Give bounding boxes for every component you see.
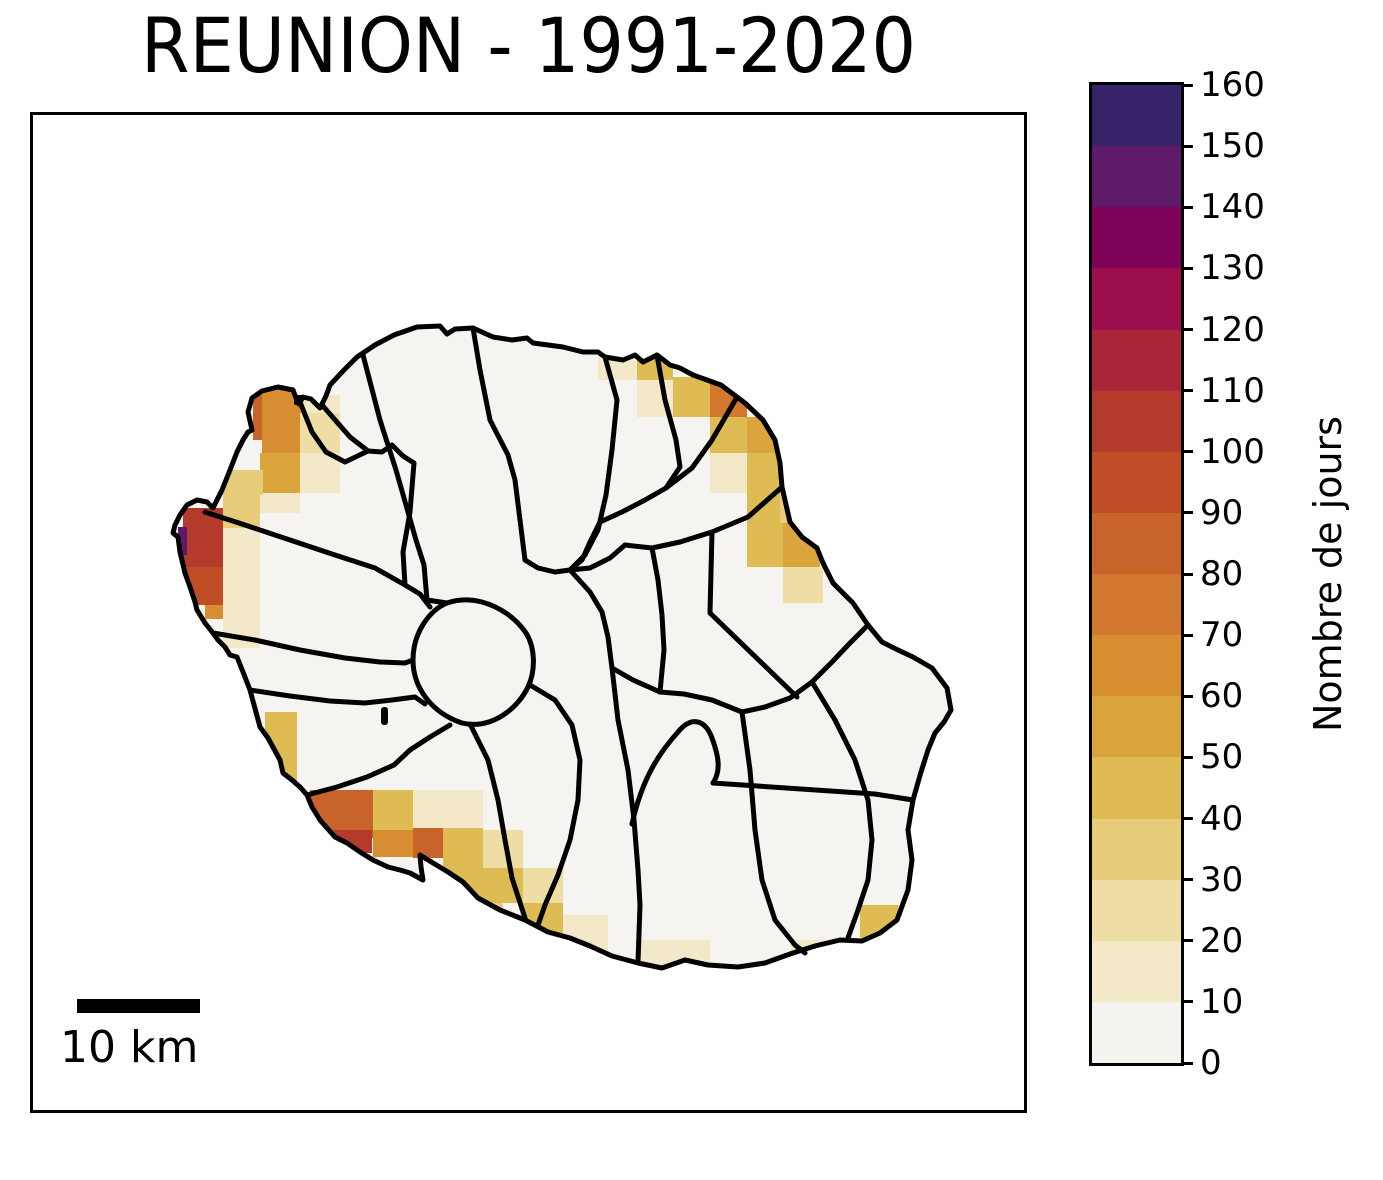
raster-cell <box>373 830 413 857</box>
scalebar-label: 10 km <box>60 1022 198 1073</box>
raster-cell <box>223 528 260 648</box>
raster-cell <box>413 790 483 828</box>
harbor-mark <box>294 395 303 405</box>
colorbar-tick <box>1181 511 1193 515</box>
colorbar-tick <box>1181 572 1193 576</box>
colorbar-tick <box>1181 878 1193 882</box>
colorbar-tick <box>1181 633 1193 637</box>
pond-mark <box>381 707 388 725</box>
colorbar-segment <box>1092 1001 1181 1063</box>
raster-cell <box>262 413 303 453</box>
colorbar-segment <box>1092 757 1181 819</box>
colorbar-tick-label: 130 <box>1200 248 1265 289</box>
colorbar-tick-label: 50 <box>1200 737 1244 778</box>
commune-boundaries <box>202 325 916 965</box>
colorbar-tick-label: 10 <box>1200 981 1244 1022</box>
map-canvas: 10 km <box>30 112 1027 1113</box>
colorbar-tick-label: 150 <box>1200 126 1265 167</box>
raster-cell <box>205 605 223 619</box>
colorbar-tick-label: 140 <box>1200 187 1265 228</box>
colorbar-segment <box>1092 879 1181 941</box>
raster-cell <box>260 493 300 513</box>
colorbar-segment <box>1092 574 1181 636</box>
colorbar-axis-label: Nombre de jours <box>1306 416 1350 732</box>
raster-cell <box>373 790 413 830</box>
colorbar-segment <box>1092 268 1181 330</box>
raster-cell <box>783 567 823 603</box>
raster-cell <box>205 470 263 495</box>
colorbar-tick <box>1181 328 1193 331</box>
colorbar-tick-label: 70 <box>1200 615 1244 656</box>
colorbar-segment <box>1092 146 1181 208</box>
colorbar-tick-label: 60 <box>1200 676 1244 717</box>
colorbar-tick <box>1181 939 1193 943</box>
colorbar-tick-label: 80 <box>1200 554 1244 594</box>
colorbar-tick <box>1181 1000 1193 1004</box>
raster-cell <box>253 395 262 440</box>
colorbar-tick-label: 20 <box>1200 920 1244 961</box>
colorbar-segment <box>1092 818 1181 880</box>
colorbar-tick <box>1181 1061 1193 1065</box>
colorbar-tick <box>1181 389 1193 393</box>
chart-title: REUNION - 1991-2020 <box>140 1 916 90</box>
colorbar-tick <box>1181 266 1193 270</box>
colorbar-tick-label: 0 <box>1200 1043 1222 1083</box>
colorbar-tick <box>1181 694 1193 698</box>
island-coastline <box>170 323 954 971</box>
colorbar-tick <box>1181 817 1193 820</box>
colorbar-segment <box>1092 451 1181 513</box>
raster-cell <box>443 828 483 868</box>
map-frame: 10 km <box>30 112 1027 1113</box>
colorbar-tick <box>1181 450 1193 454</box>
colorbar-tick-label: 100 <box>1200 431 1265 472</box>
colorbar-tick-label: 110 <box>1200 370 1265 411</box>
colorbar-tick-label: 120 <box>1200 309 1265 350</box>
colorbar-tick <box>1181 205 1193 209</box>
colorbar-segment <box>1092 85 1181 147</box>
colorbar-tick-label: 160 <box>1200 65 1265 105</box>
colorbar-tick <box>1181 83 1193 87</box>
colorbar-tick <box>1181 755 1193 759</box>
heatmap-cells-layer <box>178 355 913 967</box>
raster-cell <box>673 377 710 417</box>
raster-cell <box>260 453 300 493</box>
colorbar-segment <box>1092 940 1181 1002</box>
colorbar-tick-label: 30 <box>1200 859 1244 900</box>
raster-cell <box>300 453 340 493</box>
raster-cell <box>710 453 747 493</box>
raster-cell <box>413 828 443 858</box>
colorbar-segment <box>1092 512 1181 574</box>
map-border <box>30 112 1027 1113</box>
colorbar-segment <box>1092 635 1181 697</box>
colorbar-segment <box>1092 207 1181 269</box>
scalebar <box>77 999 200 1013</box>
colorbar-segment <box>1092 390 1181 452</box>
colorbar-tick-label: 40 <box>1200 798 1244 839</box>
colorbar-tick-label: 90 <box>1200 492 1244 533</box>
raster-cell <box>178 527 187 555</box>
colorbar <box>1089 82 1184 1066</box>
colorbar-segment <box>1092 329 1181 391</box>
colorbar-segment <box>1092 696 1181 758</box>
colorbar-tick <box>1181 144 1193 148</box>
